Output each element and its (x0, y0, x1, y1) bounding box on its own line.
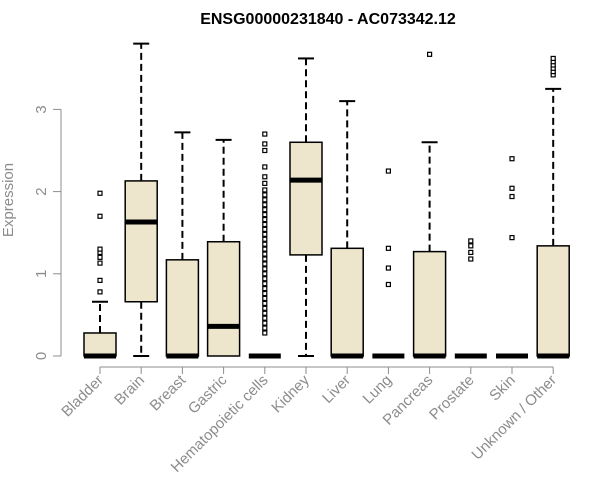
x-tick-label: Brain (111, 372, 148, 409)
box-kidney (289, 57, 323, 357)
x-tick-label: Kidney (268, 371, 313, 416)
outlier-point (262, 266, 268, 272)
x-tick-label: Lung (360, 372, 396, 408)
outlier-point (97, 260, 103, 266)
box-iqr (330, 247, 364, 357)
outlier-point (97, 213, 103, 219)
x-tick-label: Breast (147, 371, 190, 414)
outlier-point (262, 202, 268, 208)
y-tick-label: 2 (33, 187, 50, 195)
outlier-point (468, 256, 474, 262)
outlier-point (97, 246, 103, 252)
outlier-point (262, 330, 268, 336)
box-brain (124, 42, 158, 357)
box-iqr (412, 250, 447, 357)
box-pancreas (412, 51, 447, 359)
outlier-point (509, 185, 515, 191)
outlier-point (262, 180, 268, 186)
outlier-point (262, 276, 268, 282)
outlier-point (97, 277, 103, 283)
outlier-point (262, 271, 268, 277)
outlier-point (385, 281, 391, 288)
outlier-point (262, 256, 268, 262)
outlier-point (468, 243, 474, 249)
box-iqr (83, 332, 117, 357)
box-iqr (536, 245, 570, 357)
outlier-point (262, 315, 268, 321)
outlier-point (468, 249, 474, 256)
box-iqr (124, 180, 158, 303)
outlier-point (262, 300, 268, 306)
x-tick-label: Skin (486, 372, 519, 405)
outlier-point (262, 281, 268, 287)
x-tick-label: Bladder (58, 372, 107, 421)
box-prostate (454, 238, 487, 359)
outlier-point (509, 193, 515, 200)
outlier-point (550, 55, 556, 62)
y-tick-label: 0 (33, 352, 50, 360)
outlier-point (262, 226, 268, 233)
outlier-point (262, 187, 268, 193)
boxes-group (83, 42, 570, 359)
outlier-point (385, 168, 391, 174)
chart-title: ENSG00000231840 - AC073342.12 (200, 11, 456, 28)
box-liver (330, 100, 364, 359)
y-tick-label: 3 (33, 105, 50, 113)
box-unknown-other (536, 55, 570, 359)
outlier-point (262, 251, 268, 257)
outlier-point (262, 164, 268, 170)
outlier-point (97, 289, 103, 295)
box-skin (496, 156, 528, 359)
outlier-point (262, 207, 268, 213)
outlier-point (262, 246, 268, 252)
outlier-point (262, 131, 268, 137)
outlier-point (97, 254, 103, 260)
y-axis: 0 1 2 3 (33, 105, 62, 360)
outlier-point (262, 295, 268, 302)
box-iqr (206, 240, 241, 357)
outlier-point (262, 212, 268, 218)
outlier-point (262, 320, 268, 326)
box-hematopoietic-cells (248, 131, 281, 359)
outlier-point (262, 231, 268, 237)
box-iqr (289, 141, 323, 256)
outlier-point (427, 51, 433, 57)
y-axis-label: Expression (0, 163, 17, 237)
x-tick-label: Liver (319, 372, 354, 407)
outlier-point (262, 241, 268, 247)
outlier-point (385, 265, 391, 271)
outlier-point (262, 290, 268, 297)
outlier-point (262, 192, 268, 198)
outlier-point (262, 236, 268, 242)
outlier-point (262, 305, 268, 311)
box-lung (372, 168, 405, 359)
outlier-point (509, 235, 515, 241)
box-breast (165, 131, 200, 359)
outlier-point (468, 238, 474, 244)
box-gastric (206, 138, 241, 357)
outlier-point (262, 216, 268, 223)
outlier-point (509, 156, 515, 162)
outlier-point (385, 245, 391, 251)
box-iqr (165, 259, 200, 357)
outlier-point (262, 285, 268, 292)
outlier-point (262, 174, 268, 180)
outlier-point (262, 310, 268, 316)
box-bladder (83, 190, 117, 359)
outlier-point (262, 325, 268, 331)
outlier-point (262, 221, 268, 228)
outlier-point (262, 141, 268, 147)
y-tick-label: 1 (33, 270, 50, 278)
outlier-point (262, 197, 268, 203)
outlier-point (262, 261, 268, 267)
outlier-point (97, 190, 103, 196)
outlier-point (262, 147, 268, 154)
x-tick-label: Prostate (426, 372, 478, 424)
